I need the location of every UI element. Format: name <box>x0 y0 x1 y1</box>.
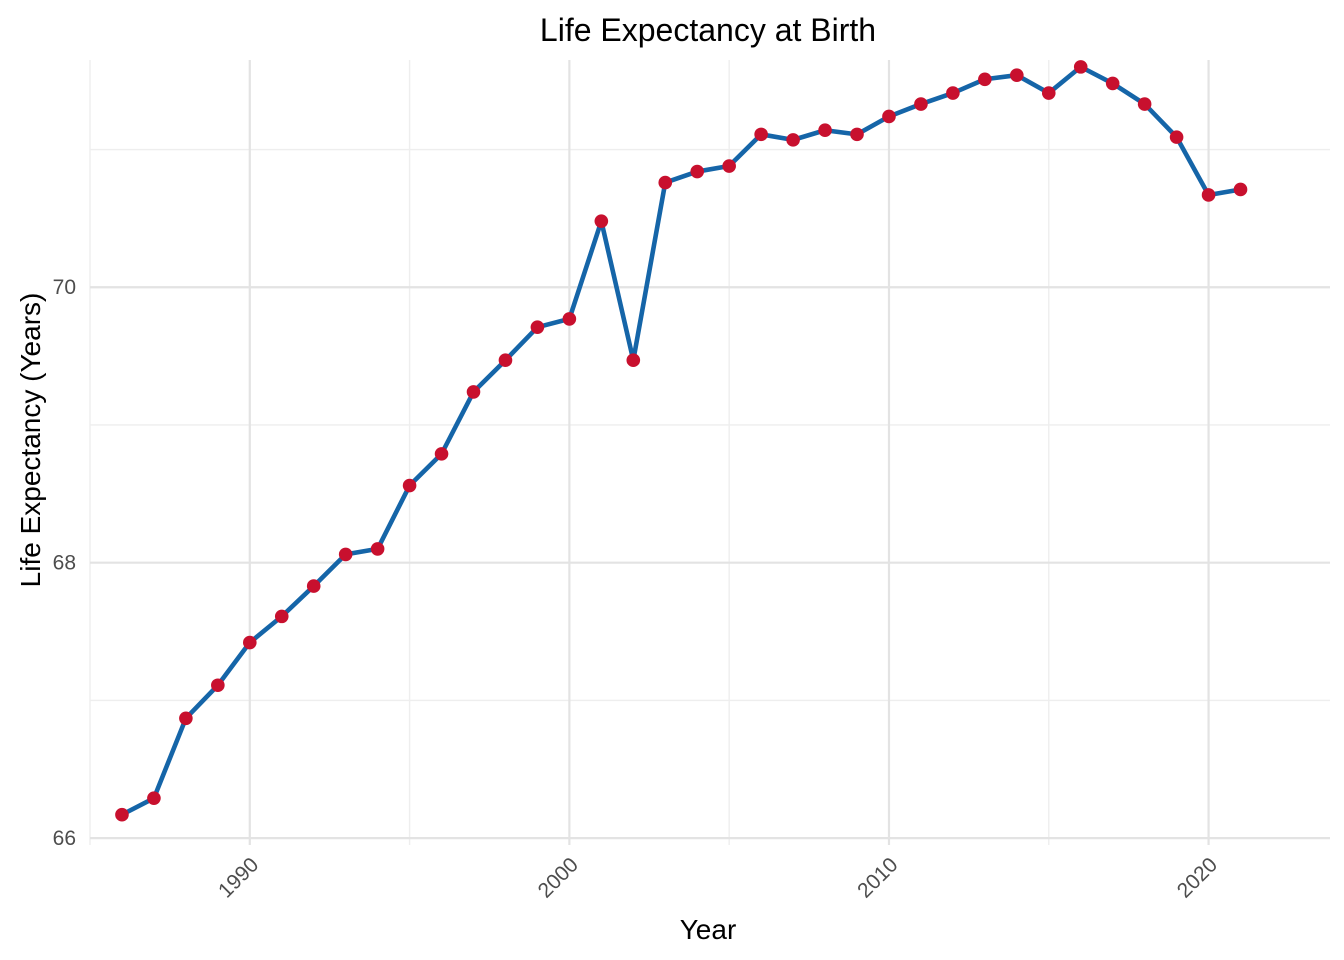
y-tick-label: 68 <box>53 552 76 575</box>
x-tick-label: 2000 <box>534 853 583 902</box>
data-point <box>1169 130 1184 144</box>
chart-title: Life Expectancy at Birth <box>540 12 876 48</box>
data-point <box>786 133 800 147</box>
data-point <box>370 542 385 556</box>
data-point <box>338 547 353 562</box>
data-point <box>850 127 864 142</box>
y-tick-label: 70 <box>53 276 76 299</box>
data-point <box>1010 68 1024 82</box>
data-point <box>946 86 960 100</box>
data-point <box>498 353 513 368</box>
data-point <box>1041 86 1056 100</box>
x-tick-label: 1990 <box>214 853 263 902</box>
y-axis-title: Life Expectancy (Years) <box>15 293 46 588</box>
data-point <box>626 353 641 368</box>
data-point <box>530 320 545 334</box>
data-point <box>147 791 161 805</box>
data-point <box>466 385 481 399</box>
data-point <box>179 711 193 726</box>
series-line <box>119 64 1243 818</box>
x-tick-label: 2010 <box>853 853 902 902</box>
data-point <box>690 164 705 179</box>
data-point <box>1233 182 1248 197</box>
data-point <box>211 678 225 693</box>
data-point <box>1073 60 1088 74</box>
line-layer <box>119 64 1243 818</box>
x-tick-label: 2020 <box>1173 853 1222 902</box>
data-point <box>818 123 832 138</box>
point-layer <box>115 60 1248 822</box>
data-point <box>1137 97 1152 111</box>
data-point <box>274 609 289 624</box>
data-point <box>242 635 257 650</box>
data-point <box>882 109 896 124</box>
grid-layer <box>89 60 1330 845</box>
data-point <box>562 312 577 326</box>
x-axis-title: Year <box>680 914 737 945</box>
y-tick-label: 66 <box>53 827 76 850</box>
data-point <box>594 214 609 228</box>
data-point <box>434 447 449 461</box>
data-point <box>978 72 992 87</box>
tick-label-layer: 66 68 70 1990 2000 2010 2020 <box>53 276 1222 902</box>
data-point <box>402 478 417 493</box>
data-point <box>754 127 768 142</box>
data-point <box>722 159 736 173</box>
data-point <box>306 579 321 593</box>
data-point <box>658 175 673 190</box>
data-point <box>115 807 129 822</box>
data-point <box>914 97 928 111</box>
data-point <box>1105 76 1120 91</box>
data-point <box>1201 188 1216 202</box>
